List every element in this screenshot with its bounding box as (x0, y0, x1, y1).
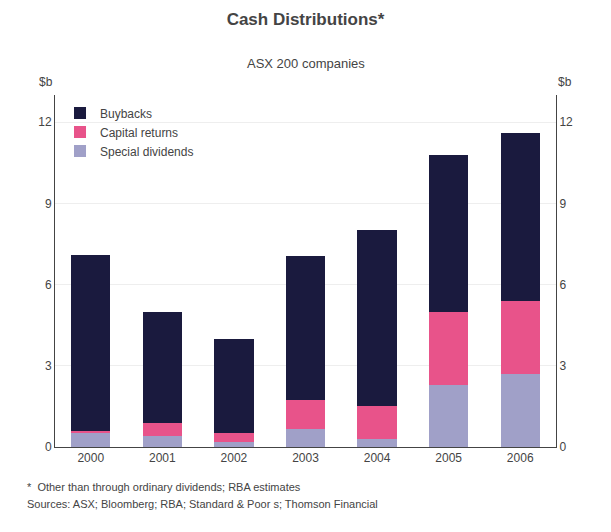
svg-text:12: 12 (559, 115, 573, 129)
svg-text:Capital returns: Capital returns (100, 126, 178, 140)
svg-text:$b: $b (558, 75, 572, 89)
svg-text:3: 3 (45, 359, 52, 373)
svg-text:ASX 200 companies: ASX 200 companies (247, 56, 365, 71)
svg-text:0: 0 (559, 440, 566, 454)
svg-text:6: 6 (559, 278, 566, 292)
svg-text:$b: $b (39, 75, 53, 89)
svg-text:Buybacks: Buybacks (100, 107, 152, 121)
svg-text:2002: 2002 (221, 451, 248, 465)
svg-text:6: 6 (45, 278, 52, 292)
svg-text:2006: 2006 (507, 451, 534, 465)
svg-text:Special dividends: Special dividends (100, 145, 193, 159)
svg-text:12: 12 (38, 115, 52, 129)
svg-text:* Other than through ordinary: * Other than through ordinary dividends;… (27, 481, 301, 493)
svg-text:2003: 2003 (292, 451, 319, 465)
svg-text:Sources: ASX; Bloomberg; RBA;: Sources: ASX; Bloomberg; RBA; Standard &… (27, 498, 378, 510)
svg-text:0: 0 (45, 440, 52, 454)
svg-text:Cash Distributions*: Cash Distributions* (227, 10, 385, 29)
svg-text:2004: 2004 (364, 451, 391, 465)
svg-text:3: 3 (559, 359, 566, 373)
svg-text:2001: 2001 (149, 451, 176, 465)
svg-text:9: 9 (559, 197, 566, 211)
svg-text:2000: 2000 (77, 451, 104, 465)
svg-text:9: 9 (45, 197, 52, 211)
svg-text:2005: 2005 (435, 451, 462, 465)
